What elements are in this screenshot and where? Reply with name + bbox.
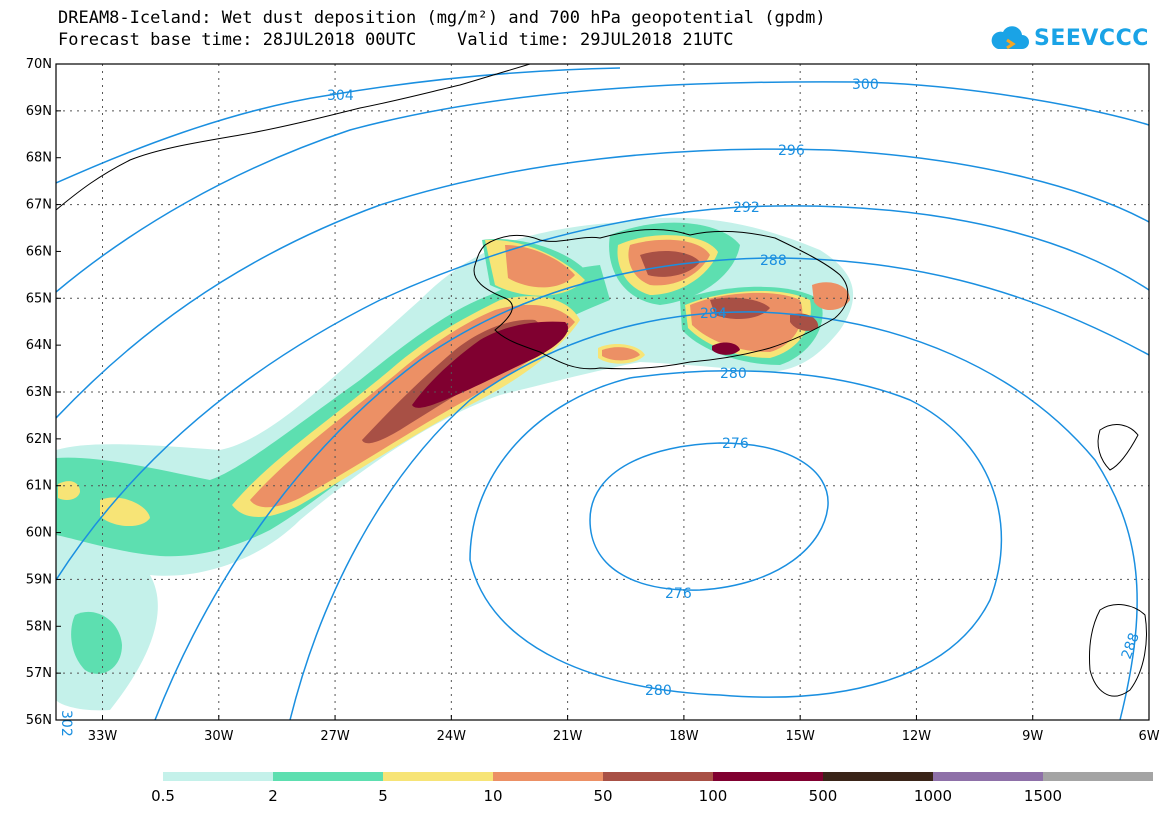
iceland-coast: [473, 228, 849, 370]
contour-label: 302: [58, 710, 74, 737]
lat-tick-label: 65N: [26, 291, 52, 306]
contour-label: 288: [760, 253, 787, 269]
lat-tick-label: 68N: [26, 151, 52, 166]
shade-level-2-south: [71, 611, 122, 674]
colorbar-swatch: [823, 772, 933, 781]
lon-tick-label: 24W: [437, 729, 467, 744]
lat-tick-label: 69N: [26, 104, 52, 119]
lat-tick-label: 66N: [26, 244, 52, 259]
geopotential-contours: [56, 67, 1149, 720]
shade-level-50-ee: [790, 313, 819, 331]
lon-tick-label: 15W: [785, 729, 815, 744]
lon-tick-label: 21W: [553, 729, 583, 744]
lat-tick-label: 59N: [26, 572, 52, 587]
lat-tick-label: 58N: [26, 619, 52, 634]
shade-level-50-east: [710, 297, 770, 320]
lon-tick-label: 27W: [320, 729, 350, 744]
scotland-coast: [1089, 604, 1147, 697]
coastlines: [56, 64, 1147, 697]
contour-300: [56, 81, 1149, 293]
contour-label: 296: [778, 143, 805, 159]
colorbar-label: 1000: [914, 787, 952, 805]
contour-304: [56, 67, 621, 184]
lon-tick-label: 12W: [902, 729, 932, 744]
shade-level-0-5: [56, 217, 854, 711]
contour-296: [56, 148, 1149, 419]
seevccc-logo: SEEVCCC: [990, 20, 1149, 56]
contour-label: 280: [645, 683, 672, 699]
contour-288: [154, 257, 1149, 720]
shade-level-10-ne: [812, 282, 850, 311]
shade-level-10-nw: [505, 245, 575, 288]
colorbar-label: 2: [268, 787, 278, 805]
colorbar-swatch: [933, 772, 1043, 781]
contour-292: [56, 205, 1149, 581]
faroe-islands: [1097, 424, 1139, 471]
lon-tick-label: 30W: [204, 729, 234, 744]
lat-tick-label: 64N: [26, 338, 52, 353]
colorbar-label: 5: [378, 787, 388, 805]
contour-labels: 304 300 296 292 288 284 280 276 276 280 …: [58, 77, 1143, 737]
lat-tick-label: 56N: [26, 713, 52, 728]
cloud-icon: [991, 26, 1029, 50]
lat-tick-label: 63N: [26, 385, 52, 400]
title-line-1: DREAM8-Iceland: Wet dust deposition (mg/…: [58, 8, 826, 28]
contour-label: 276: [722, 436, 749, 452]
colorbar-swatch: [493, 772, 603, 781]
lon-tick-label: 9W: [1022, 729, 1043, 744]
contour-label: 280: [720, 366, 747, 382]
lon-tick-label: 18W: [669, 729, 699, 744]
colorbar-label: 500: [809, 787, 838, 805]
graticule: [56, 64, 1149, 720]
title-line-2: Forecast base time: 28JUL2018 00UTC Vali…: [58, 30, 734, 50]
lat-tick-label: 62N: [26, 432, 52, 447]
shade-level-100-se: [712, 342, 740, 355]
lat-tick-label: 57N: [26, 666, 52, 681]
logo-text: SEEVCCC: [1034, 25, 1149, 51]
colorbar-label: 0.5: [151, 787, 175, 805]
contour-284: [289, 311, 1138, 720]
colorbar-swatch: [1043, 772, 1153, 781]
colorbar-swatch: [713, 772, 823, 781]
lat-tick-label: 70N: [26, 57, 52, 72]
colorbar-label: 50: [593, 787, 612, 805]
contour-label: 304: [327, 88, 354, 104]
lat-tick-label: 60N: [26, 526, 52, 541]
colorbar-label: 1500: [1024, 787, 1062, 805]
lat-tick-label: 67N: [26, 198, 52, 213]
contour-280: [469, 370, 1003, 698]
shade-level-10-south: [602, 347, 640, 361]
contour-label: 292: [733, 200, 760, 216]
longitude-axis: 33W 30W 27W 24W 21W 18W 15W 12W 9W 6W: [88, 715, 1160, 744]
latitude-axis: 70N 69N 68N 67N 66N 65N 64N 63N 62N 61N 60N 59N 58N 5…: [26, 57, 61, 728]
greenland-coast: [56, 64, 531, 211]
colorbar-swatch: [163, 772, 273, 781]
lon-tick-label: 6W: [1138, 729, 1159, 744]
contour-label: 300: [852, 77, 879, 93]
shade-level-50-north: [640, 250, 700, 277]
contour-276: [589, 442, 829, 591]
contour-label: 276: [665, 586, 692, 602]
lon-tick-label: 33W: [88, 729, 118, 744]
lat-tick-label: 61N: [26, 479, 52, 494]
colorbar-label: 100: [699, 787, 728, 805]
contour-label: 284: [700, 306, 727, 322]
colorbar-swatch: [383, 772, 493, 781]
colorbar-swatch: [273, 772, 383, 781]
colorbar-label: 10: [483, 787, 502, 805]
colorbar: 0.5 2 5 10 50 100 500 1000 1500: [151, 772, 1153, 805]
colorbar-swatch: [603, 772, 713, 781]
